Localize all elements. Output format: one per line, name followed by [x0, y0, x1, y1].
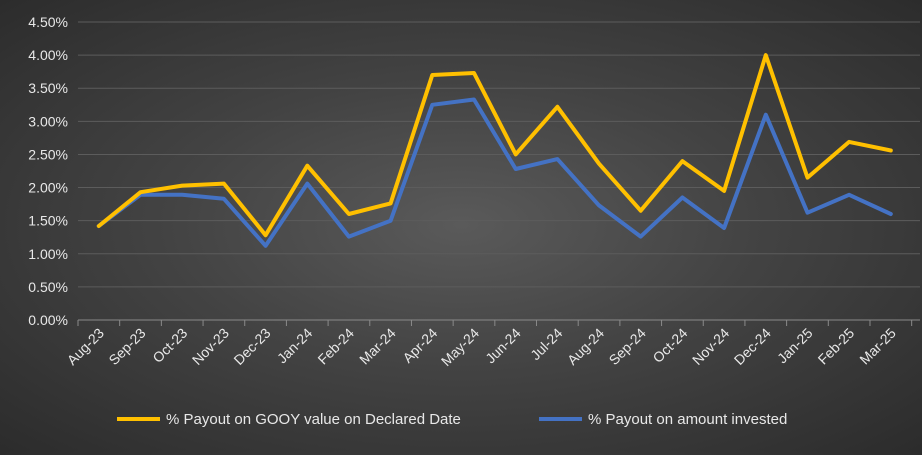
legend-label-series-1: % Payout on GOOY value on Declared Date — [166, 411, 461, 428]
y-tick-label: 1.50% — [28, 213, 68, 229]
x-tick-label: Aug-23 — [64, 325, 107, 368]
y-tick-label: 4.50% — [28, 14, 68, 30]
y-tick-label: 4.00% — [28, 47, 68, 63]
series-line-2 — [96, 97, 893, 248]
x-tick-label: Jun-24 — [482, 325, 524, 367]
x-tick-label: Jan-25 — [774, 325, 816, 367]
x-tick-label: Apr-24 — [399, 325, 440, 366]
x-tick-label: Sep-24 — [606, 325, 649, 368]
legend: % Payout on GOOY value on Declared Date … — [117, 411, 787, 428]
y-tick-label: 3.50% — [28, 80, 68, 96]
legend-label-series-2: % Payout on amount invested — [588, 411, 787, 428]
x-tick-label: Nov-23 — [189, 325, 232, 368]
x-tick-label: Nov-24 — [689, 325, 732, 368]
x-tick-label: Sep-23 — [105, 325, 148, 368]
x-tick-label: May-24 — [438, 325, 482, 369]
x-tick-label: Jan-24 — [274, 325, 316, 367]
y-tick-label: 2.00% — [28, 180, 68, 196]
series-lines — [96, 53, 893, 248]
x-tick-label: Jul-24 — [527, 325, 565, 363]
x-tick-label: Feb-25 — [815, 325, 858, 368]
x-tick-label: Dec-23 — [230, 325, 273, 368]
y-tick-label: 0.00% — [28, 312, 68, 328]
y-tick-label: 2.50% — [28, 146, 68, 162]
x-tick-label: Oct-24 — [650, 325, 691, 366]
y-axis: 0.00% 0.50% 1.00% 1.50% 2.00% 2.50% 3.00% 3.50%… — [28, 14, 68, 328]
x-tick-label: Oct-23 — [149, 325, 190, 366]
y-tick-label: 1.00% — [28, 246, 68, 262]
gridlines — [78, 21, 920, 288]
series-line-1 — [96, 53, 893, 238]
y-tick-label: 3.00% — [28, 113, 68, 129]
x-tick-label: Dec-24 — [731, 325, 774, 368]
x-tick-label: Feb-24 — [314, 325, 357, 368]
x-tick-label: Aug-24 — [564, 325, 607, 368]
x-tick-label: Mar-25 — [856, 325, 899, 368]
x-tick-label: Mar-24 — [356, 325, 399, 368]
y-tick-label: 0.50% — [28, 279, 68, 295]
